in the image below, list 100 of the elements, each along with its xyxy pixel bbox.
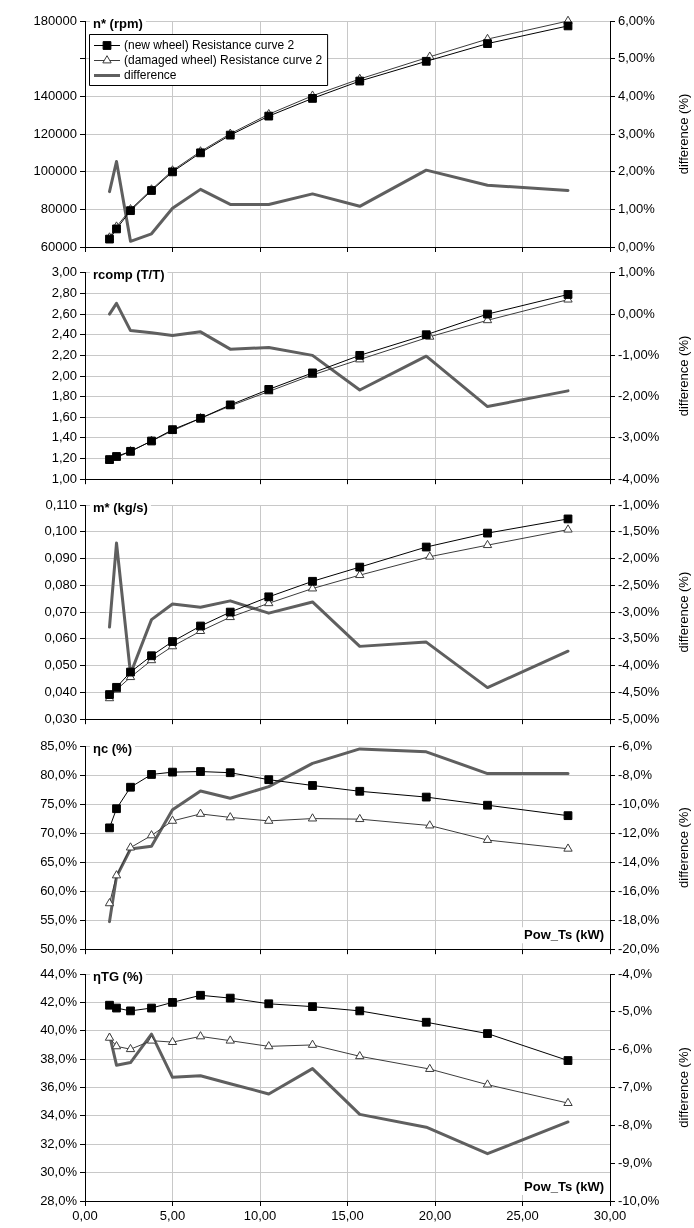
x-tick-label: 20,00 [418, 1208, 452, 1224]
y-tick-label: 1,80 [51, 388, 77, 404]
y-tick-label: 1,40 [51, 429, 77, 445]
y-tick-label: 28,0% [40, 1192, 78, 1208]
x-tick-label: 15,00 [331, 1208, 364, 1224]
y-tick-label: 0,030 [44, 710, 77, 726]
y2-axis-title: difference (%) [675, 1047, 691, 1128]
y2-tick-label: -16,0% [618, 882, 660, 898]
y2-axis-title: difference (%) [675, 93, 691, 175]
y2-tick-label: 3,00% [618, 125, 656, 141]
y-tick-label: 120000 [33, 125, 77, 141]
y-axis-title: rcomp (T/T) [93, 267, 165, 283]
y-tick-label: 42,0% [40, 993, 78, 1009]
y2-tick-label: 1,00% [618, 264, 656, 280]
y2-tick-label: -8,0% [618, 1116, 653, 1132]
y-tick-label: 0,090 [44, 550, 77, 566]
y2-tick-label: 4,00% [618, 87, 656, 103]
y-tick-label: 140000 [33, 87, 77, 103]
y-tick-label: 44,0% [40, 965, 78, 981]
y-tick-label: 2,80 [51, 285, 77, 301]
y2-tick-label: -6,0% [618, 1041, 653, 1057]
legend-label: difference [124, 67, 177, 82]
y2-tick-label: -2,00% [618, 388, 660, 404]
y2-tick-label: -1,00% [618, 346, 660, 362]
y2-tick-label: -3,50% [618, 630, 660, 646]
y2-tick-label: -8,0% [618, 766, 653, 782]
y2-tick-label: 1,00% [618, 200, 656, 216]
y2-tick-label: -4,50% [618, 684, 660, 699]
y-tick-label: 85,0% [40, 737, 78, 753]
y2-axis-title: difference (%) [675, 807, 691, 888]
y2-tick-label: -18,0% [618, 911, 660, 927]
y2-tick-label: -7,0% [618, 1079, 653, 1095]
legend-label: (new wheel) Resistance curve 2 [124, 37, 295, 52]
y-tick-label: 1,00 [51, 470, 77, 486]
y2-tick-label: -12,0% [618, 824, 660, 840]
y2-tick-label: -6,0% [618, 737, 653, 753]
x-tick-label: 5,00 [159, 1208, 186, 1224]
y-tick-label: 180000 [33, 12, 77, 28]
legend-label: (damaged wheel) Resistance curve 2 [124, 52, 323, 67]
y-tick-label: 60,0% [40, 882, 78, 898]
y-tick-label: 0,110 [45, 496, 77, 512]
y2-tick-label: -10,0% [618, 1192, 660, 1208]
y2-tick-label: -4,00% [618, 470, 660, 486]
y-tick-label: 2,20 [51, 346, 77, 362]
y2-tick-label: 6,00% [618, 12, 656, 28]
y-axis-title: ηc (%) [93, 740, 132, 756]
y-tick-label: 70,0% [40, 824, 78, 840]
y-tick-label: 60000 [40, 238, 77, 254]
y-tick-label: 34,0% [40, 1107, 78, 1123]
y-tick-label: 75,0% [40, 795, 78, 811]
y2-tick-label: -4,00% [618, 657, 660, 673]
y-tick-label: 1,20 [51, 450, 77, 466]
y2-tick-label: -5,0% [618, 1003, 653, 1019]
y2-tick-label: 2,00% [618, 163, 656, 179]
y-tick-label: 80000 [40, 200, 77, 216]
x-tick-label: 10,00 [243, 1208, 277, 1224]
y2-axis-title: difference (%) [675, 571, 691, 653]
y-tick-label: 65,0% [40, 853, 78, 869]
y-axis-title: n* (rpm) [93, 15, 143, 31]
y-tick-label: 2,60 [51, 305, 77, 321]
x-tick-label: 30,00 [593, 1208, 627, 1224]
y2-tick-label: -3,00% [618, 429, 660, 445]
y2-tick-label: 5,00% [618, 50, 656, 66]
y-axis-title: ηTG (%) [93, 968, 143, 984]
x-tick-label: 25,00 [506, 1208, 539, 1224]
y-tick-label: 30,0% [40, 1164, 78, 1180]
y-tick-label: 32,0% [40, 1135, 78, 1151]
y2-tick-label: -2,50% [618, 576, 660, 592]
y2-tick-label: -2,00% [618, 550, 660, 566]
y2-axis-title: difference (%) [675, 335, 691, 417]
y-tick-label: 100000 [33, 163, 77, 179]
y2-tick-label: -3,00% [618, 603, 660, 619]
y-tick-label: 40,0% [40, 1022, 78, 1038]
y2-tick-label: -4,0% [618, 965, 653, 981]
y-tick-label: 55,0% [40, 911, 78, 927]
y-tick-label: 38,0% [40, 1050, 78, 1066]
y2-tick-label: -20,0% [618, 940, 660, 956]
y2-tick-label: -1,00% [618, 496, 660, 512]
y-tick-label: 0,060 [44, 630, 77, 646]
y2-tick-label: 0,00% [618, 305, 656, 321]
y-tick-label: 0,050 [44, 657, 77, 673]
x-axis-title: Pow_Ts (kW) [524, 926, 605, 942]
y2-tick-label: -1,50% [618, 523, 660, 539]
x-tick-label: 0,00 [72, 1208, 98, 1224]
y2-tick-label: 0,00% [618, 238, 656, 254]
y-tick-label: 50,0% [40, 940, 78, 956]
y-tick-label: 2,00 [51, 367, 77, 383]
y-tick-label: 0,100 [44, 523, 77, 539]
y2-tick-label: -9,0% [618, 1154, 653, 1170]
y-tick-label: 36,0% [40, 1079, 78, 1095]
y-tick-label: 0,040 [44, 684, 77, 699]
y-tick-label: 80,0% [40, 766, 78, 782]
y2-tick-label: -14,0% [618, 853, 660, 869]
y2-tick-label: -5,00% [618, 710, 660, 726]
y-tick-label: 3,00 [51, 264, 77, 280]
y-tick-label: 0,080 [44, 576, 77, 592]
y-tick-label: 0,070 [44, 603, 77, 619]
y-tick-label: 1,60 [51, 408, 77, 424]
y2-tick-label: -10,0% [618, 795, 660, 811]
y-tick-label: 2,40 [51, 326, 77, 342]
